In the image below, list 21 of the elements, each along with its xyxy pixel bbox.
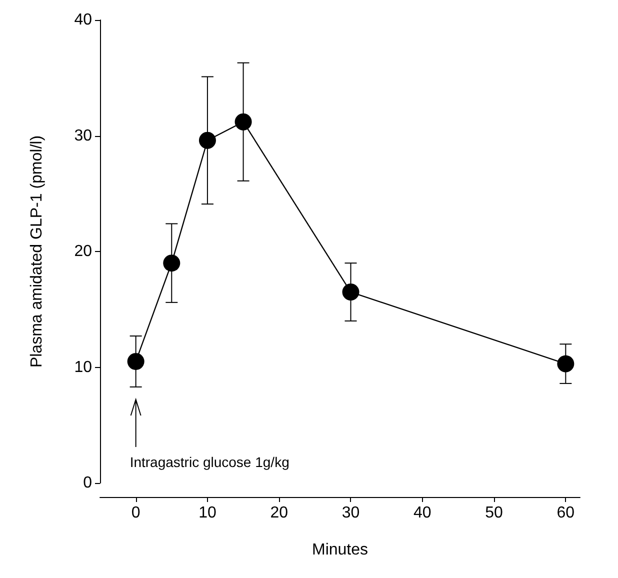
- x-tick-label: 30: [342, 504, 360, 522]
- y-tick-label: 10: [74, 358, 92, 376]
- x-tick-label: 10: [198, 504, 216, 522]
- x-tick-label: 0: [131, 504, 140, 522]
- y-tick-label: 30: [74, 127, 92, 144]
- y-axis-title: Plasma amidated GLP-1 (pmol/l): [28, 135, 46, 368]
- point: [198, 132, 216, 149]
- x-tick-label: 20: [270, 504, 288, 522]
- x-tick-label: 60: [556, 504, 575, 522]
- point: [342, 284, 360, 301]
- y-tick-label: 40: [74, 12, 92, 28]
- point: [557, 355, 574, 372]
- x-tick-label: 40: [413, 504, 432, 522]
- x-axis-title: Minutes: [312, 542, 368, 558]
- point: [127, 352, 144, 370]
- point: [234, 113, 252, 130]
- x-tick-label: 50: [485, 504, 504, 522]
- y-tick-label: 20: [74, 243, 92, 260]
- annotation: Intragastric glucose 1g/kg: [130, 454, 290, 470]
- y-tick-label: 0: [83, 474, 92, 492]
- point: [163, 254, 180, 272]
